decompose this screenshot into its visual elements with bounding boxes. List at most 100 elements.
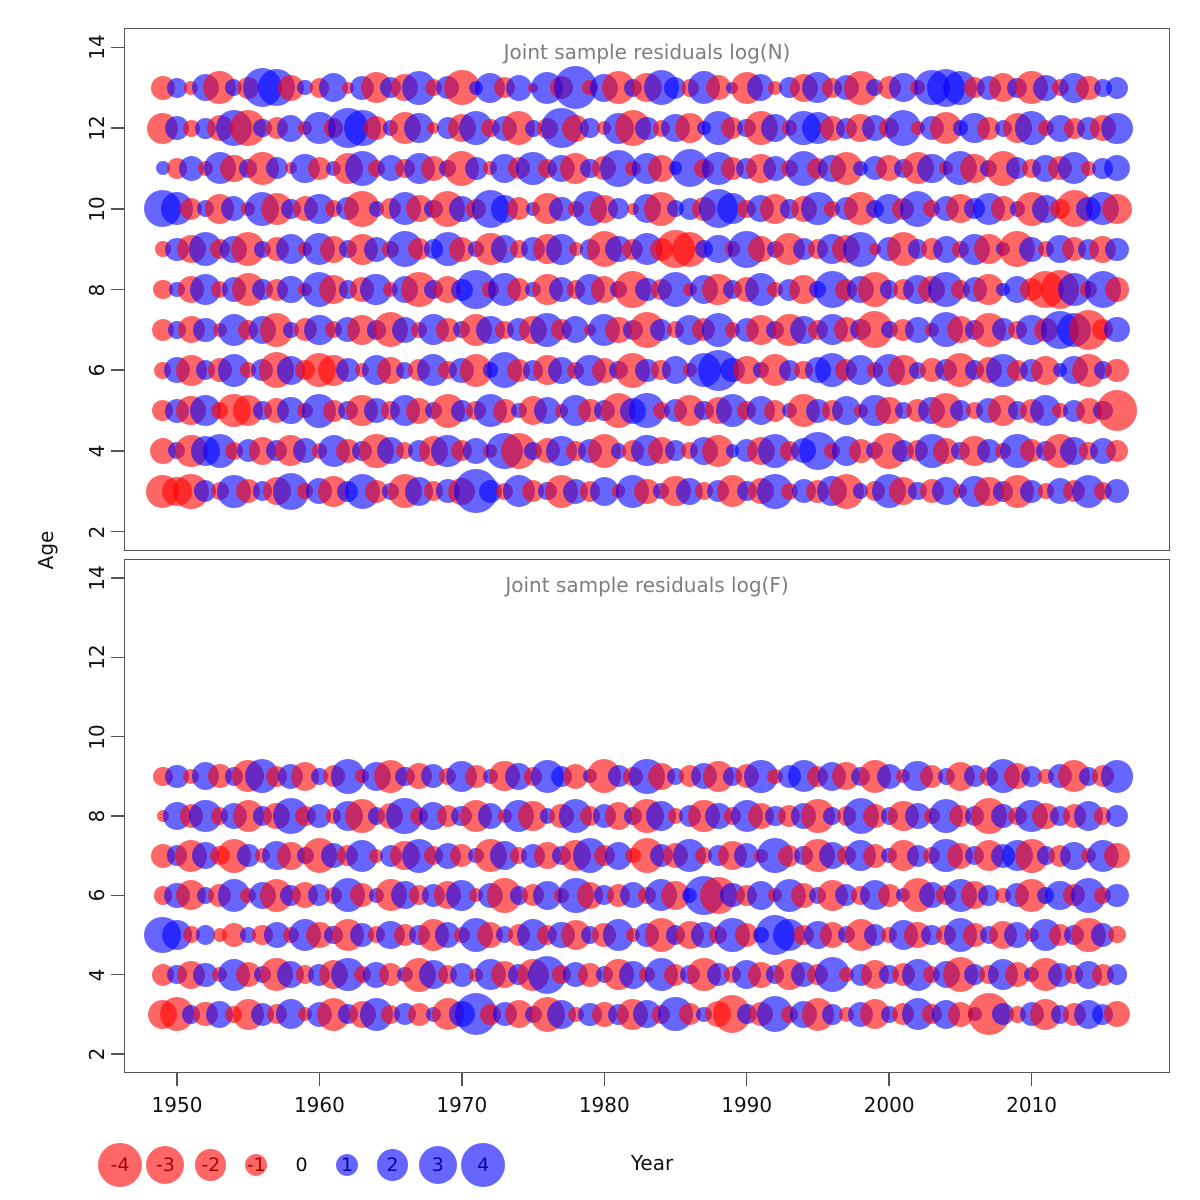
y-tick-label: 12 (85, 644, 109, 671)
residual-bubble (180, 197, 203, 220)
residual-bubble (568, 242, 583, 257)
residual-bubble (1101, 193, 1133, 224)
y-tick-mark (111, 530, 124, 533)
residual-bubble (1104, 277, 1130, 302)
legend-bubble (461, 1143, 506, 1187)
x-axis-label: Year (630, 1151, 674, 1175)
residual-bubble (664, 76, 687, 99)
residual-bubble (1106, 439, 1129, 462)
residual-bubble (194, 480, 217, 503)
residual-bubble (1105, 358, 1129, 382)
y-tick-mark (111, 369, 124, 371)
residual-bubble (852, 483, 869, 500)
residual-bubble (1104, 317, 1130, 343)
residual-bubble (297, 79, 313, 96)
residual-bubble (364, 479, 388, 503)
residual-bubble (764, 399, 787, 422)
residual-bubble (167, 77, 187, 98)
y-tick-label: 14 (85, 34, 109, 61)
x-tick-label: 1970 (436, 1093, 488, 1117)
x-tick-label: 1980 (578, 1093, 630, 1117)
x-tick-mark (888, 1073, 890, 1086)
y-tick-label: 6 (85, 888, 109, 902)
residual-bubble (635, 116, 659, 140)
plot-panel-logF (124, 559, 1170, 1073)
legend-value-label: 0 (295, 1154, 308, 1176)
x-tick-mark (1030, 1073, 1033, 1086)
residual-bubble (1106, 76, 1129, 99)
x-tick-label: 2010 (1006, 1093, 1057, 1117)
residual-bubble (507, 277, 531, 302)
x-tick-label: 1950 (151, 1093, 203, 1117)
y-tick-label: 4 (85, 968, 109, 982)
x-tick-label: 2000 (863, 1093, 915, 1117)
y-tick-label: 12 (85, 115, 109, 141)
residual-bubble (1104, 843, 1130, 869)
x-tick-label: 1990 (721, 1093, 773, 1117)
y-tick-mark (111, 288, 124, 291)
residual-bubble (920, 764, 944, 788)
residual-bubble (155, 161, 170, 176)
legend-bubble (195, 1149, 227, 1181)
x-tick-mark (745, 1073, 748, 1086)
residual-bubble (1104, 155, 1131, 182)
legend-bubble (336, 1154, 358, 1176)
y-tick-mark (111, 815, 124, 817)
residual-bubble (1108, 926, 1126, 944)
residual-bubble (1101, 112, 1133, 144)
y-tick-label: 4 (85, 444, 109, 458)
y-tick-mark (111, 127, 124, 129)
x-tick-label: 1960 (293, 1093, 345, 1117)
residual-bubble (665, 440, 686, 462)
residual-bubble (478, 479, 502, 503)
residual-bubble (505, 74, 532, 101)
y-tick-label: 10 (85, 723, 109, 750)
residual-bubble (1105, 237, 1129, 261)
y-tick-label: 2 (85, 525, 109, 538)
residual-bubble (580, 118, 600, 138)
residual-bubble (650, 318, 673, 341)
y-tick-mark (111, 656, 124, 659)
residual-bubble (949, 400, 971, 421)
residual-bubble (1021, 765, 1042, 787)
y-tick-mark (111, 894, 124, 897)
y-tick-mark (111, 450, 124, 452)
panel-title-logF: Joint sample residuals log(F) (505, 573, 789, 597)
y-tick-label: 14 (85, 565, 109, 591)
y-tick-mark (111, 973, 124, 976)
residual-bubble (1104, 479, 1130, 504)
residual-bubble (165, 764, 189, 788)
y-tick-label: 10 (85, 196, 109, 222)
residual-bubble (507, 197, 531, 221)
residual-bubble (977, 116, 1001, 140)
x-tick-mark (318, 1073, 321, 1086)
legend-bubble (245, 1154, 268, 1176)
y-tick-label: 6 (85, 363, 109, 377)
x-tick-mark (461, 1073, 463, 1086)
y-tick-mark (111, 577, 124, 579)
y-tick-label: 2 (85, 1047, 109, 1061)
panel-title-logN: Joint sample residuals log(N) (503, 40, 791, 64)
legend-bubble (146, 1145, 185, 1185)
residual-bubble (1105, 883, 1129, 907)
y-tick-mark (111, 1053, 124, 1055)
residual-bubble (152, 279, 173, 300)
residual-bubble (1096, 390, 1138, 431)
residual-bubble (1100, 760, 1134, 793)
y-tick-mark (111, 735, 124, 738)
residual-bubble (307, 156, 331, 180)
plot-panel-logN (124, 28, 1170, 551)
residual-bubble (464, 156, 488, 180)
legend-bubble (98, 1143, 142, 1187)
x-tick-mark (603, 1073, 606, 1086)
residual-bubble (768, 80, 783, 95)
y-tick-mark (111, 46, 124, 49)
y-tick-label: 8 (85, 809, 109, 823)
residual-bubble (151, 318, 174, 341)
residual-bubble (608, 198, 629, 220)
residual-bubble (265, 157, 288, 180)
residual-bubble (464, 764, 488, 788)
y-axis-label: Age (34, 530, 58, 570)
legend-bubble (418, 1145, 457, 1185)
